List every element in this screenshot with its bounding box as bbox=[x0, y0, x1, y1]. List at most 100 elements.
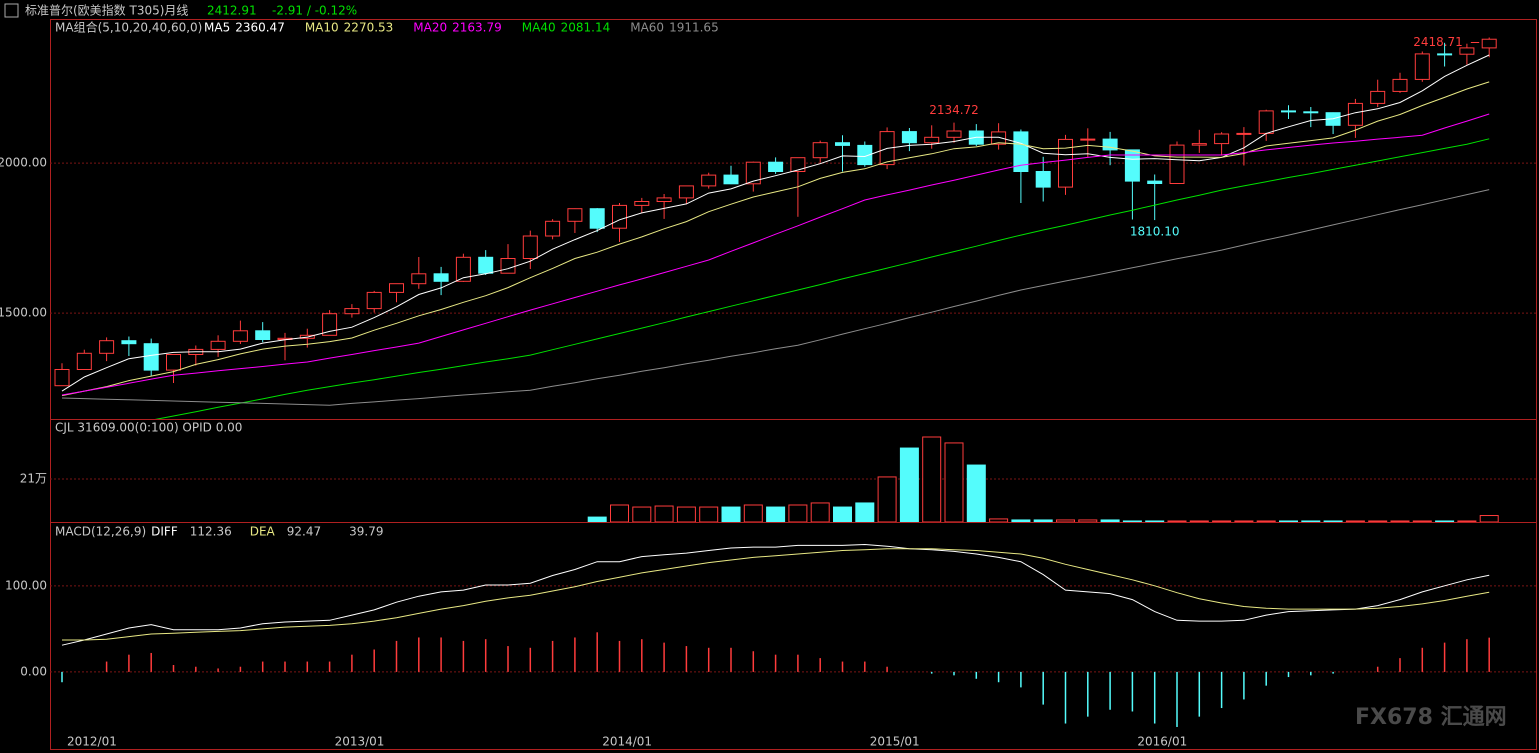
volume-bar bbox=[632, 506, 652, 522]
candle-body bbox=[1169, 144, 1185, 185]
last-price: 2412.91 bbox=[207, 4, 257, 18]
x-tick-label: 2014/01 bbox=[602, 735, 652, 749]
volume-bar bbox=[587, 516, 607, 522]
ma-line bbox=[61, 81, 1490, 397]
volume-bar bbox=[654, 505, 674, 522]
candle-body bbox=[1481, 38, 1497, 49]
candle-body bbox=[701, 174, 717, 187]
candle-body bbox=[678, 185, 694, 199]
candle-body bbox=[1147, 180, 1163, 185]
candle-body bbox=[768, 161, 784, 172]
candle-body bbox=[835, 142, 850, 146]
volume-bar bbox=[922, 436, 942, 522]
legend-name: MA40 bbox=[522, 21, 556, 35]
watermark: FX678 汇通网 bbox=[1355, 705, 1507, 730]
instrument-title: 标准普尔(欧美指数 T305)月线 bbox=[25, 3, 188, 18]
candle-body bbox=[812, 142, 828, 159]
y-tick-label: 0.00 bbox=[20, 664, 47, 678]
candle-body bbox=[1414, 53, 1430, 80]
candle-body bbox=[1102, 138, 1118, 151]
candle-body bbox=[500, 258, 516, 274]
macd-line bbox=[61, 543, 1490, 646]
candle-body bbox=[1437, 53, 1453, 56]
candle-body bbox=[344, 308, 360, 315]
volume-bar bbox=[1167, 520, 1187, 522]
candle-body bbox=[924, 136, 940, 144]
x-tick-label: 2015/01 bbox=[870, 735, 920, 749]
legend-value: 39.79 bbox=[349, 525, 383, 539]
legend-value: 2270.53 bbox=[344, 21, 394, 35]
x-tick-label: 2016/01 bbox=[1137, 735, 1187, 749]
candle-body bbox=[1080, 138, 1096, 141]
candle-body bbox=[121, 340, 137, 345]
candle-body bbox=[433, 273, 449, 282]
candle-body bbox=[478, 256, 494, 274]
x-tick-label: 2013/01 bbox=[335, 735, 385, 749]
volume-bar bbox=[1212, 520, 1232, 522]
volume-bar bbox=[966, 464, 986, 522]
candle-body bbox=[54, 369, 70, 387]
volume-bar bbox=[1435, 520, 1455, 522]
volume-bar bbox=[676, 506, 696, 522]
legend-value: 112.36 bbox=[190, 525, 232, 539]
candle-body bbox=[210, 340, 226, 350]
candle-body bbox=[1392, 78, 1408, 92]
y-tick-label: 21万 bbox=[20, 471, 47, 485]
candle-body bbox=[1459, 47, 1475, 55]
legend-title: MA组合(5,10,20,40,60,0) bbox=[55, 20, 202, 35]
volume-bar bbox=[1301, 520, 1321, 522]
volume-bar bbox=[1234, 520, 1254, 522]
candle-body bbox=[166, 354, 181, 371]
candle-body bbox=[656, 197, 672, 202]
candle-body bbox=[255, 330, 271, 340]
ma-line bbox=[61, 113, 1490, 396]
low-annotation: 1810.10 bbox=[1130, 225, 1180, 239]
legend-name: DEA bbox=[250, 525, 276, 539]
plot-area bbox=[587, 436, 1499, 522]
legend-value: 2081.14 bbox=[561, 21, 611, 35]
volume-bar bbox=[743, 504, 763, 522]
candle-body bbox=[455, 256, 471, 282]
volume-bar bbox=[833, 506, 852, 522]
candle-body bbox=[790, 157, 806, 172]
candle-body bbox=[232, 330, 248, 342]
volume-bar bbox=[721, 506, 741, 522]
volume-bar bbox=[1011, 519, 1031, 522]
volume-bar bbox=[610, 504, 629, 522]
candle-body bbox=[991, 131, 1007, 145]
high-annotation: 2134.72 bbox=[929, 103, 979, 117]
y-tick-label: 100.00 bbox=[5, 578, 47, 592]
candle-body bbox=[1013, 131, 1029, 172]
price-change: -2.91 / -0.12% bbox=[272, 4, 357, 18]
legend-value: 92.47 bbox=[287, 525, 321, 539]
window-icon[interactable] bbox=[4, 3, 19, 18]
candle-body bbox=[745, 161, 761, 185]
candle-body bbox=[1258, 110, 1274, 134]
legend-name: MA5 bbox=[204, 21, 230, 35]
legend-name: MA20 bbox=[413, 21, 447, 35]
volume-bar bbox=[1056, 519, 1075, 522]
candle-body bbox=[901, 131, 917, 144]
candle-body bbox=[143, 343, 159, 371]
volume-bar bbox=[989, 518, 1009, 522]
volume-bar bbox=[766, 506, 786, 522]
ma-line bbox=[61, 54, 1490, 392]
panel-title: MACD(12,26,9) bbox=[55, 525, 146, 539]
candle-body bbox=[723, 174, 739, 185]
candle-body bbox=[99, 340, 115, 354]
volume-bar bbox=[1122, 520, 1142, 522]
candle-body bbox=[1236, 132, 1252, 135]
candle-body bbox=[1281, 110, 1296, 113]
legend-name: MA10 bbox=[305, 21, 339, 35]
candle-body bbox=[322, 313, 338, 336]
volume-bar bbox=[1390, 520, 1410, 522]
candle-body bbox=[522, 235, 538, 259]
volume-bar bbox=[1479, 515, 1499, 522]
volume-bar bbox=[1345, 520, 1365, 522]
plot-area bbox=[54, 37, 1497, 419]
volume-bar bbox=[899, 447, 919, 522]
candle-body bbox=[1370, 90, 1386, 104]
